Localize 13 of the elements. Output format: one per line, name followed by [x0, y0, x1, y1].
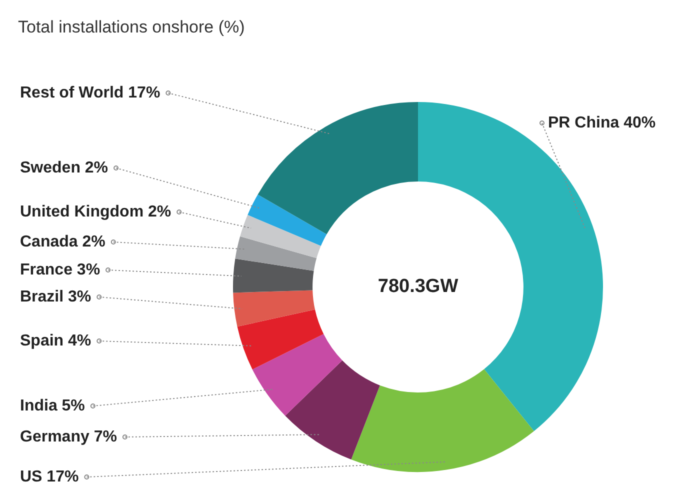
- slice-label: US 17%: [20, 468, 79, 486]
- slice-label: Canada 2%: [20, 233, 106, 250]
- slice-label: PR China 40%: [548, 114, 656, 132]
- slice-label: Germany 7%: [20, 428, 117, 446]
- slice-label: India 5%: [20, 397, 85, 414]
- slice-label: France 3%: [20, 261, 100, 278]
- text: 780.3GW: [378, 276, 458, 298]
- slice-label: Brazil 3%: [20, 288, 92, 306]
- slice-label: Sweden 2%: [20, 159, 108, 176]
- chart-title: Total installations onshore (%): [18, 18, 245, 37]
- slice-label: Rest of World 17%: [20, 84, 160, 102]
- slice-label: United Kingdom 2%: [20, 203, 172, 220]
- slice-label: Spain 4%: [20, 332, 92, 350]
